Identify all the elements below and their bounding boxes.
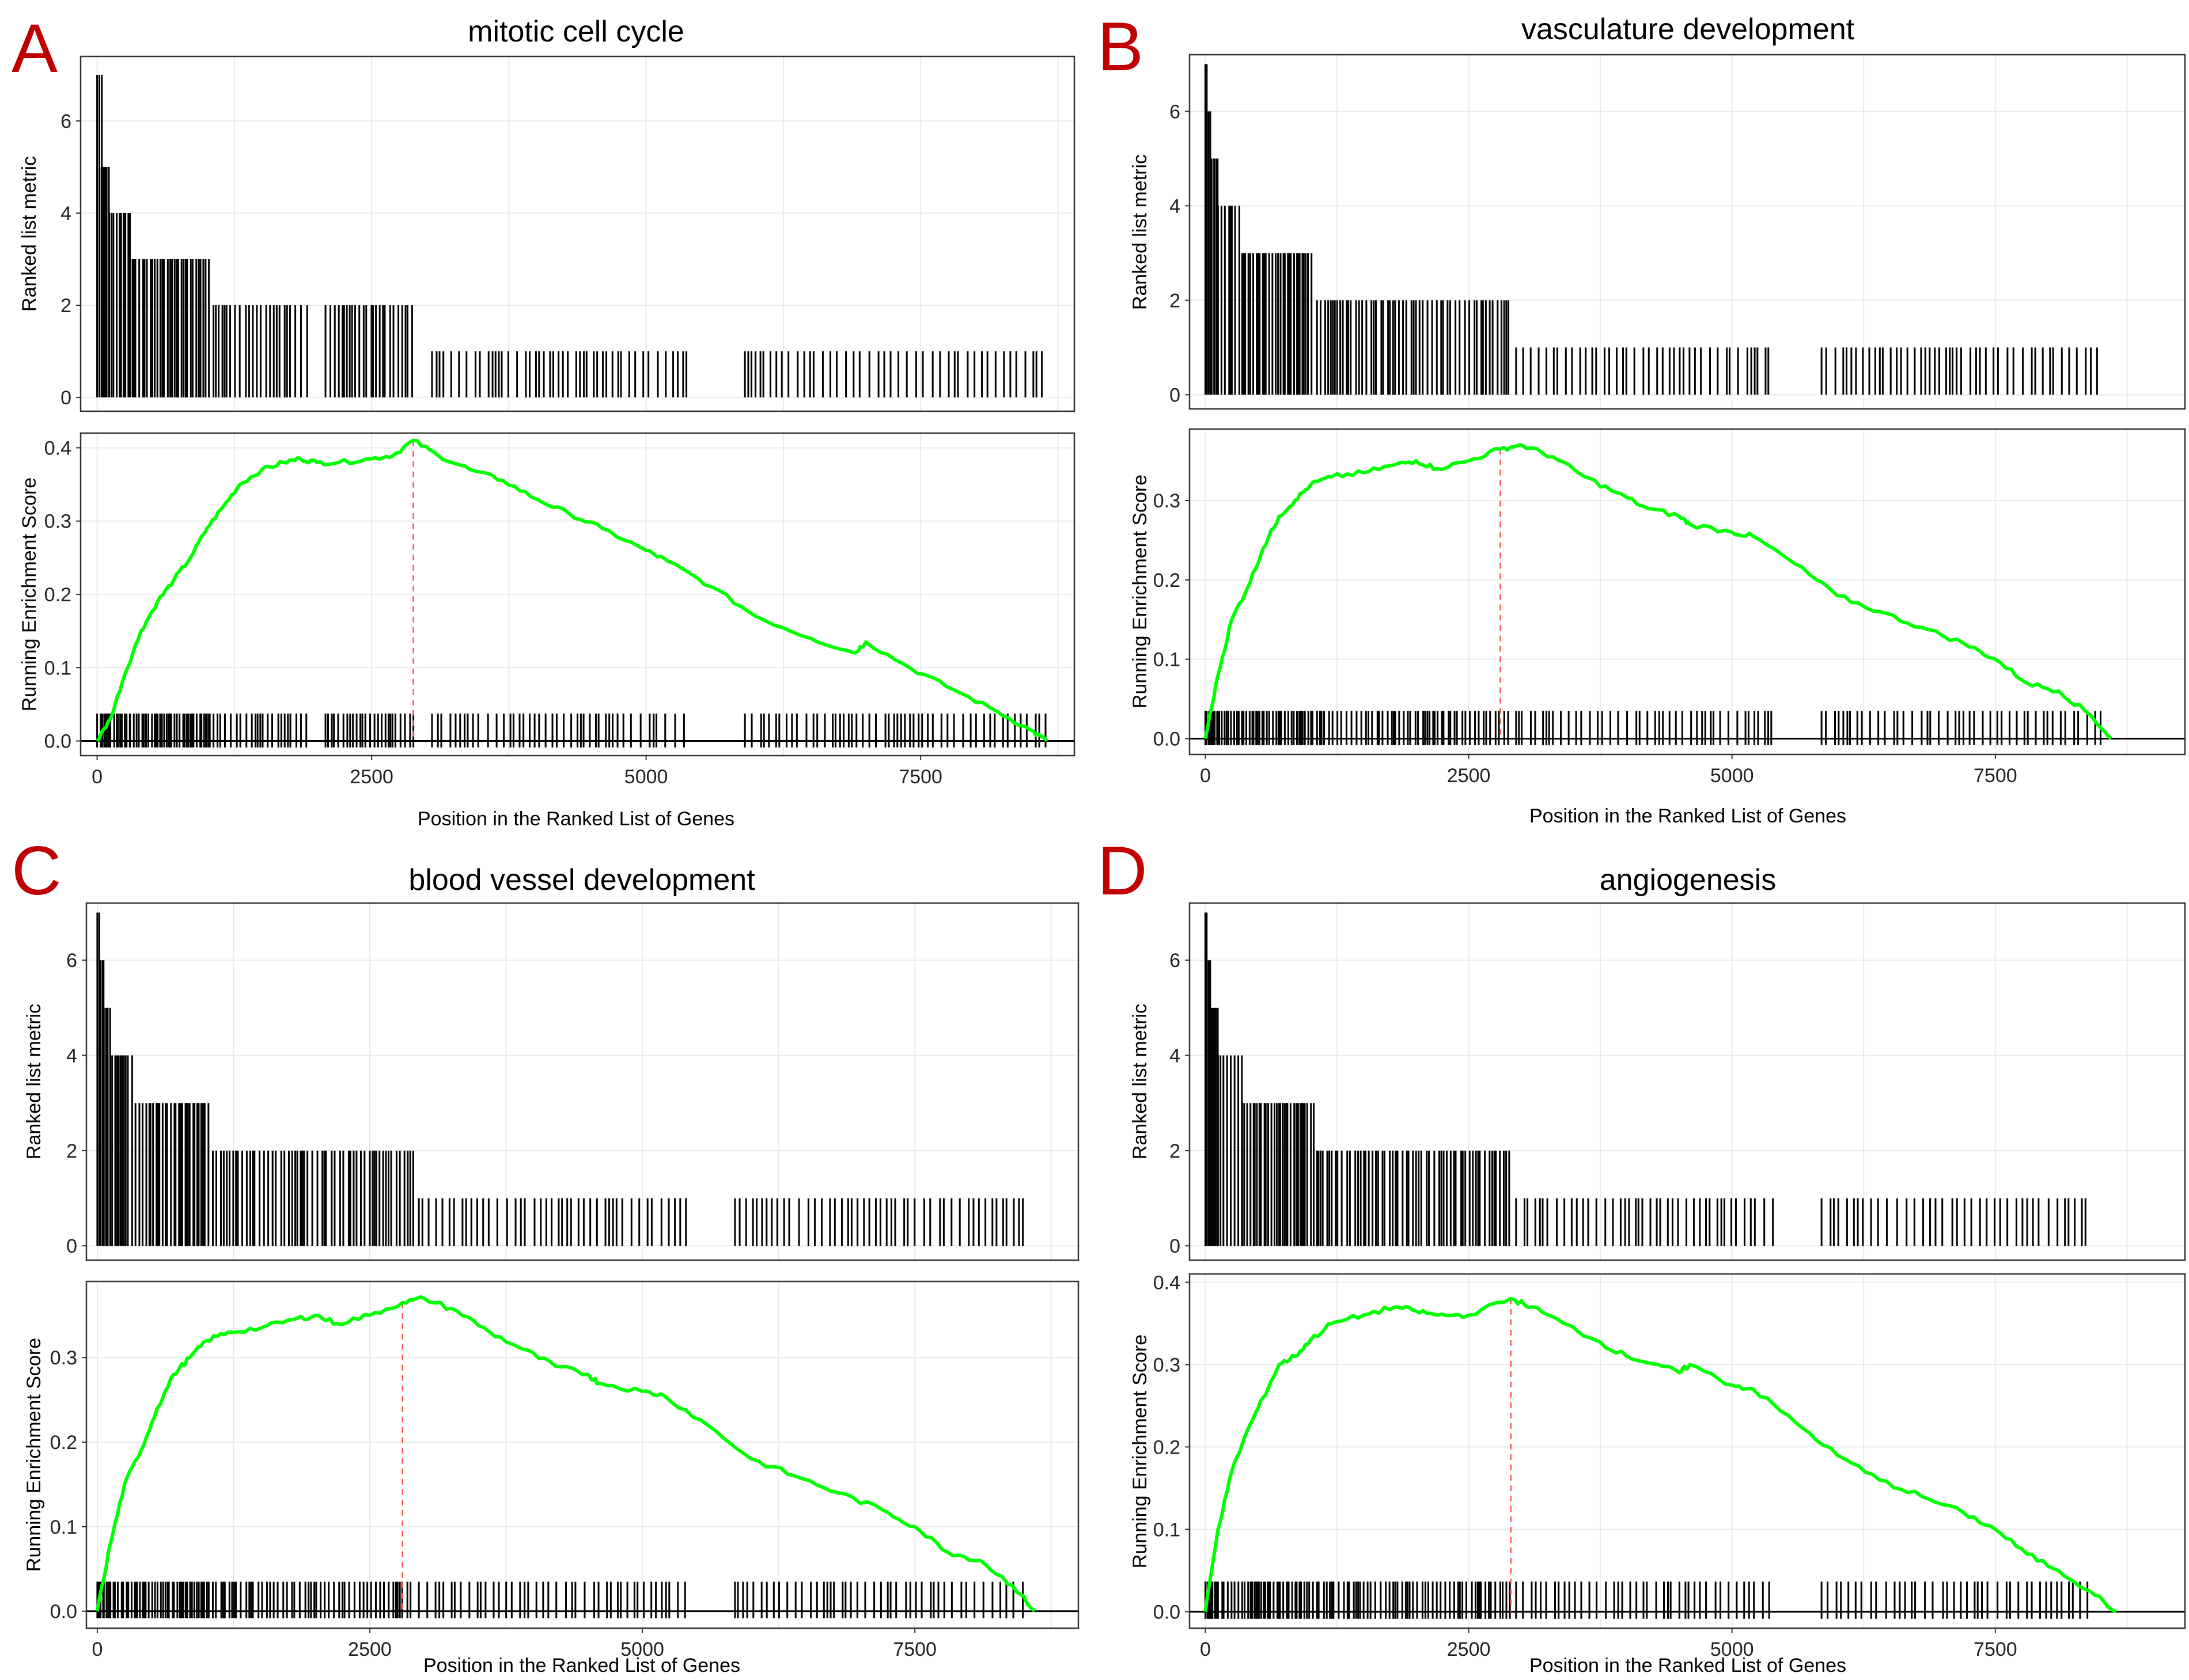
panel-d-es-xtick-label: 2500 xyxy=(1447,1639,1491,1660)
panel-a-x-axis-label: Position in the Ranked List of Genes xyxy=(418,808,734,830)
panel-a-es-xtick-label: 7500 xyxy=(899,766,942,788)
panel-d-es-frame xyxy=(1188,1273,2186,1629)
panel-a-metric-ytick-label: 2 xyxy=(60,295,71,317)
panel-b-metric-plot: 0 2 4 6 xyxy=(1169,54,2186,410)
panel-c-metric-plot: 0 2 4 6 xyxy=(66,902,1080,1261)
panel-d: D angiogenesis 0 2 4 6 0.0 0.1 0.2 0.3 0.4 0 2500… xyxy=(1097,832,2186,1677)
panel-d-metric-ytick-label: 6 xyxy=(1169,950,1180,972)
panel-a-es-ytick-label: 0.4 xyxy=(44,437,71,459)
panel-c-es-ylabel: Running Enrichment Score xyxy=(23,1338,45,1572)
panel-a-metric-plot: 0 2 4 6 xyxy=(60,55,1075,412)
panel-c-es-ytick-label: 0.0 xyxy=(50,1601,77,1623)
panel-a-es-plot: 0.0 0.1 0.2 0.3 0.4 0 2500 5000 7500 xyxy=(44,432,1075,788)
panel-a-es-curve xyxy=(96,438,1048,742)
panel-c-x-axis-label: Position in the Ranked List of Genes xyxy=(423,1655,740,1677)
panel-d-es-plot: 0.0 0.1 0.2 0.3 0.4 0 2500 5000 7500 xyxy=(1153,1272,2186,1660)
panel-b-es-ytick-label: 0.0 xyxy=(1153,728,1180,750)
panel-a-es-ytick-label: 0.2 xyxy=(44,584,71,606)
panel-d-es-xtick-label: 7500 xyxy=(1974,1639,2017,1660)
panel-a-es-ytick-label: 0.3 xyxy=(44,511,71,533)
panel-b-es-frame xyxy=(1188,428,2186,756)
panel-d-metric-plot: 0 2 4 6 xyxy=(1169,902,2186,1261)
panel-c-es-ytick-label: 0.2 xyxy=(50,1432,77,1454)
panel-d-metric-ytick-label: 2 xyxy=(1169,1140,1180,1162)
panel-d-es-ytick-label: 0.4 xyxy=(1153,1272,1180,1294)
panel-a-title: mitotic cell cycle xyxy=(468,15,684,48)
panel-d-es-xtick-label: 5000 xyxy=(1710,1639,1754,1660)
panel-c-es-xtick-label: 7500 xyxy=(893,1639,937,1660)
panel-b-es-ytick-label: 0.3 xyxy=(1153,490,1180,512)
panel-b-metric-ylabel: Ranked list metric xyxy=(1129,154,1151,310)
panel-d-metric-ylabel: Ranked list metric xyxy=(1129,1004,1151,1159)
panel-d-es-xtick-label: 0 xyxy=(1200,1639,1211,1660)
panel-b-es-curve xyxy=(1203,443,2112,740)
panel-a-es-xtick-label: 0 xyxy=(92,766,103,788)
panel-a-es-ytick-label: 0.1 xyxy=(44,657,71,679)
panel-b-metric-ytick-label: 2 xyxy=(1169,290,1180,312)
panel-b-title: vasculature development xyxy=(1521,13,1855,46)
panel-c-es-xtick-label: 0 xyxy=(92,1639,103,1660)
panel-a-es-ylabel: Running Enrichment Score xyxy=(18,477,40,711)
panel-b-es-plot: 0.0 0.1 0.2 0.3 0 2500 5000 7500 xyxy=(1153,428,2186,787)
panel-d-title: angiogenesis xyxy=(1600,863,1776,897)
panel-c-es-xtick-label: 5000 xyxy=(620,1639,664,1660)
panel-a-metric-frame xyxy=(79,55,1075,412)
panel-b-es-xtick-label: 7500 xyxy=(1974,765,2017,787)
panel-c-es-frame xyxy=(85,1280,1080,1629)
panel-c-metric-ylabel: Ranked list metric xyxy=(23,1004,45,1159)
panel-d-metric-ytick-label: 0 xyxy=(1169,1235,1180,1257)
panel-b-es-xtick-label: 5000 xyxy=(1710,765,1754,787)
panel-c-es-xtick-label: 2500 xyxy=(348,1639,392,1660)
panel-c-metric-ytick-label: 6 xyxy=(66,950,77,972)
panel-a-metric-ytick-label: 6 xyxy=(60,111,71,132)
panel-d-es-ytick-label: 0.0 xyxy=(1153,1601,1180,1623)
panel-d-x-axis-label: Position in the Ranked List of Genes xyxy=(1529,1655,1846,1677)
panel-b-x-axis-label: Position in the Ranked List of Genes xyxy=(1529,805,1846,827)
panel-b-metric-ytick-label: 4 xyxy=(1169,195,1180,217)
panel-letter-d: D xyxy=(1097,832,1147,909)
panel-c-es-ytick-label: 0.3 xyxy=(50,1347,77,1369)
panel-letter-b: B xyxy=(1097,8,1143,85)
panel-a-es-xtick-label: 2500 xyxy=(350,766,393,788)
panel-b-es-ytick-label: 0.1 xyxy=(1153,649,1180,671)
panel-d-metric-ytick-label: 4 xyxy=(1169,1045,1180,1067)
panel-c-es-curve xyxy=(95,1295,1036,1613)
panel-c-es-plot: 0.0 0.1 0.2 0.3 0 2500 5000 7500 xyxy=(50,1280,1080,1660)
panel-b: B vasculature development 0 2 4 6 0.0 0.1 0.2… xyxy=(1097,8,2186,827)
panel-b-es-ytick-label: 0.2 xyxy=(1153,570,1180,591)
panel-a-es-xtick-label: 5000 xyxy=(624,766,668,788)
panel-d-metric-frame xyxy=(1188,902,2186,1261)
panel-c-metric-ytick-label: 2 xyxy=(66,1140,77,1162)
panel-b-es-xtick-label: 0 xyxy=(1200,765,1211,787)
panel-letter-a: A xyxy=(12,10,58,87)
panel-b-es-ylabel: Running Enrichment Score xyxy=(1129,475,1151,708)
panel-a-metric-ylabel: Ranked list metric xyxy=(18,156,40,312)
panel-letter-c: C xyxy=(12,832,62,909)
panel-c-title: blood vessel development xyxy=(408,863,755,897)
panel-d-es-ytick-label: 0.1 xyxy=(1153,1519,1180,1541)
panel-c-metric-ytick-label: 4 xyxy=(66,1045,77,1067)
panel-d-es-curve xyxy=(1203,1296,2118,1614)
panel-b-metric-ytick-label: 6 xyxy=(1169,101,1180,123)
panel-a-es-frame xyxy=(79,432,1075,757)
panel-b-metric-frame xyxy=(1188,54,2186,410)
panel-c-metric-ytick-label: 0 xyxy=(66,1235,77,1257)
panel-b-metric-ytick-label: 0 xyxy=(1169,384,1180,406)
panel-c-metric-frame xyxy=(85,902,1080,1261)
panel-a-metric-ytick-label: 0 xyxy=(60,387,71,409)
panel-d-es-ylabel: Running Enrichment Score xyxy=(1129,1334,1151,1568)
panel-a-es-ytick-label: 0.0 xyxy=(44,731,71,753)
panel-d-es-ytick-label: 0.3 xyxy=(1153,1354,1180,1376)
panel-d-es-ytick-label: 0.2 xyxy=(1153,1436,1180,1458)
panel-b-es-xtick-label: 2500 xyxy=(1447,765,1491,787)
panel-a-metric-ytick-label: 4 xyxy=(60,203,71,225)
panel-c-es-ytick-label: 0.1 xyxy=(50,1516,77,1538)
